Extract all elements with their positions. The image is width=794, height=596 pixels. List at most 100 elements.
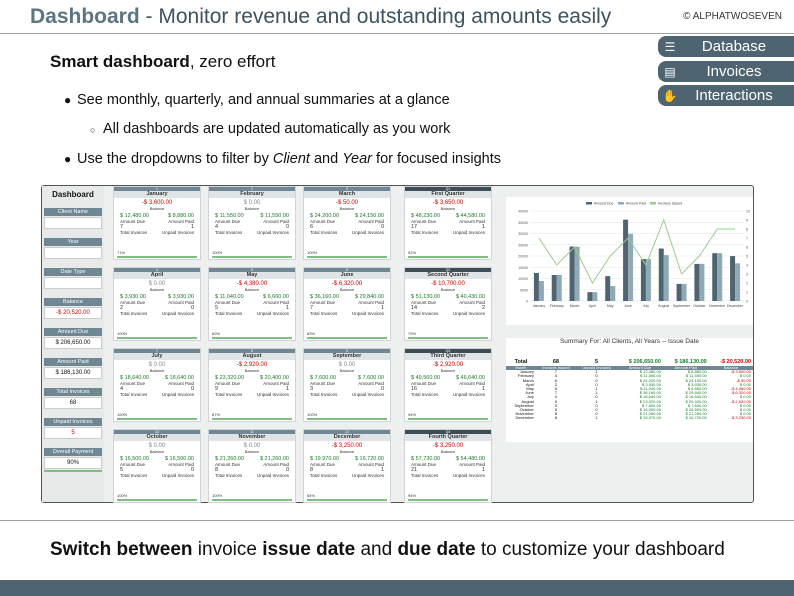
- card-amount-due: $ 24,200.00: [310, 213, 340, 219]
- card-august: 8 August -$ 2,920.00 Balance $ 23,320.00 $ 20…: [208, 348, 296, 422]
- card-total-invoices: 8: [215, 467, 219, 473]
- bullet-2: ○ All dashboards are updated automaticall…: [90, 121, 451, 137]
- card-total-invoices-label: Total Invoices: [411, 311, 439, 316]
- card-balance: -$ 2,920.00: [432, 362, 464, 368]
- x-tick-label: March: [570, 304, 580, 308]
- card-payment-percent: 94%: [408, 493, 417, 498]
- card-payment-percent: 83%: [307, 331, 316, 336]
- card-amount-due-label: Amount Due: [215, 300, 241, 305]
- card-progress-bar: [212, 337, 292, 339]
- card-unpaid-invoices-label: Unpaid Invoices: [452, 230, 485, 235]
- card-title: March: [304, 191, 390, 198]
- x-tick-label: May: [607, 304, 614, 308]
- x-tick-label: December: [727, 304, 744, 308]
- card-title: October: [114, 434, 200, 441]
- y2-tick-label: 2: [746, 282, 748, 286]
- card-balance: -$ 4,380.00: [236, 281, 268, 287]
- card-third-quarter: Q3 Third Quarter -$ 2,920.00 Balance $ 49,56…: [404, 348, 492, 422]
- card-progress-bar: [117, 337, 197, 339]
- date-type-dropdown[interactable]: [44, 277, 102, 289]
- client-dropdown[interactable]: [44, 217, 102, 229]
- card-amount-due: $ 7,600.00: [310, 375, 336, 381]
- card-payment-percent: 100%: [117, 412, 128, 417]
- bar-amount-paid: [663, 255, 669, 301]
- card-total-invoices-label: Total Invoices: [215, 230, 243, 235]
- card-amount-paid: $ 16,720.00: [354, 456, 384, 462]
- card-balance: -$ 3,250.00: [331, 443, 363, 449]
- card-total-invoices-label: Total Invoices: [120, 230, 148, 235]
- card-amount-paid-label: Amount Paid: [358, 381, 384, 386]
- card-title: December: [304, 434, 390, 441]
- card-unpaid-invoices-label: Unpaid Invoices: [161, 473, 194, 478]
- card-number: 2: [209, 187, 295, 191]
- card-unpaid-invoices: 0: [380, 386, 384, 392]
- card-unpaid-invoices: 2: [481, 305, 485, 311]
- card-number: Q1: [405, 187, 491, 191]
- card-title: July: [114, 353, 200, 360]
- legend-swatch: [650, 202, 656, 205]
- card-amount-paid: $ 46,640.00: [455, 375, 485, 381]
- bar-amount-paid: [645, 259, 651, 301]
- summary-row: September 3 0 $ 7,600.00 $ 7,600.00 $ 0.00: [514, 402, 751, 408]
- y2-tick-label: 3: [746, 273, 748, 277]
- card-balance: $ 0.00: [243, 443, 261, 449]
- card-amount-due-label: Amount Due: [411, 462, 437, 467]
- card-total-invoices-label: Total Invoices: [310, 311, 338, 316]
- bar-amount-due: [676, 283, 682, 301]
- card-balance: $ 0.00: [148, 281, 166, 287]
- summary-table: Summary For: All Clients, All Years -- I…: [506, 338, 753, 442]
- card-payment-percent: 94%: [408, 412, 417, 417]
- card-title: June: [304, 272, 390, 279]
- card-amount-due: $ 16,500.00: [120, 456, 150, 462]
- date-type-label: Date Type: [44, 268, 102, 276]
- card-balance: $ 0.00: [338, 362, 356, 368]
- nav-database-button[interactable]: ☰ Database: [658, 36, 794, 57]
- card-unpaid-invoices: 1: [481, 467, 485, 473]
- x-tick-label: June: [624, 304, 632, 308]
- bar-amount-due: [569, 246, 575, 301]
- card-title: Third Quarter: [405, 353, 491, 360]
- card-amount-paid-label: Amount Paid: [263, 219, 289, 224]
- card-progress-bar: [307, 499, 387, 501]
- card-total-invoices-label: Total Invoices: [310, 230, 338, 235]
- year-dropdown[interactable]: [44, 247, 102, 259]
- y-tick-label: 25000: [518, 243, 528, 247]
- card-balance: -$ 10,700.00: [431, 281, 465, 287]
- dashboard-screenshot: Dashboard Client Name Year Date Type Bal…: [41, 185, 754, 503]
- card-amount-due-label: Amount Due: [120, 219, 146, 224]
- card-amount-due: $ 11,550.00: [215, 213, 244, 219]
- panel-title: Dashboard: [52, 190, 94, 199]
- card-balance-label: Balance: [440, 449, 456, 454]
- card-balance: -$ 2,920.00: [236, 362, 268, 368]
- card-balance-label: Balance: [339, 206, 355, 211]
- legend-label: Invoices Issued: [658, 202, 682, 206]
- card-amount-paid: $ 6,660.00: [263, 294, 289, 300]
- card-payment-percent: 92%: [408, 250, 417, 255]
- card-progress-bar: [117, 418, 197, 420]
- nav-invoices-button[interactable]: ▤ Invoices: [658, 61, 794, 82]
- card-total-invoices-label: Total Invoices: [310, 392, 338, 397]
- card-unpaid-invoices-label: Unpaid Invoices: [256, 230, 289, 235]
- card-unpaid-invoices: 1: [190, 224, 194, 230]
- bottom-caption: Switch between invoice issue date and du…: [50, 539, 725, 560]
- bar-amount-paid: [717, 253, 723, 301]
- card-unpaid-invoices-label: Unpaid Invoices: [161, 311, 194, 316]
- card-october: 10 October $ 0.00 Balance $ 16,500.00 $ 16,50…: [113, 429, 201, 503]
- card-total-invoices: 4: [120, 386, 124, 392]
- bar-amount-due: [587, 292, 593, 301]
- filter-panel: Dashboard Client Name Year Date Type Bal…: [42, 186, 104, 502]
- card-amount-paid: $ 20,400.00: [259, 375, 289, 381]
- card-march: 3 March -$ 50.00 Balance $ 24,200.00 $ 24,150…: [303, 186, 391, 260]
- y-tick-label: 30000: [518, 232, 528, 236]
- year-label: Year: [44, 238, 102, 246]
- summary-row: July 4 0 $ 18,640.00 $ 18,640.00 $ 0.00: [526, 394, 751, 400]
- copyright: © ALPHATWOSEVEN: [683, 11, 782, 22]
- nav-interactions-button[interactable]: ✋ Interactions: [658, 85, 794, 106]
- card-amount-paid: $ 21,260.00: [259, 456, 289, 462]
- card-total-invoices: 4: [215, 224, 219, 230]
- y-tick-label: 5000: [520, 288, 528, 292]
- card-title: Fourth Quarter: [405, 434, 491, 441]
- bar-amount-paid: [699, 263, 705, 301]
- summary-total-row: Total 68 5 $ 206,650.00 $ 186,130.00 -$ …: [514, 358, 751, 365]
- card-balance-label: Balance: [244, 287, 260, 292]
